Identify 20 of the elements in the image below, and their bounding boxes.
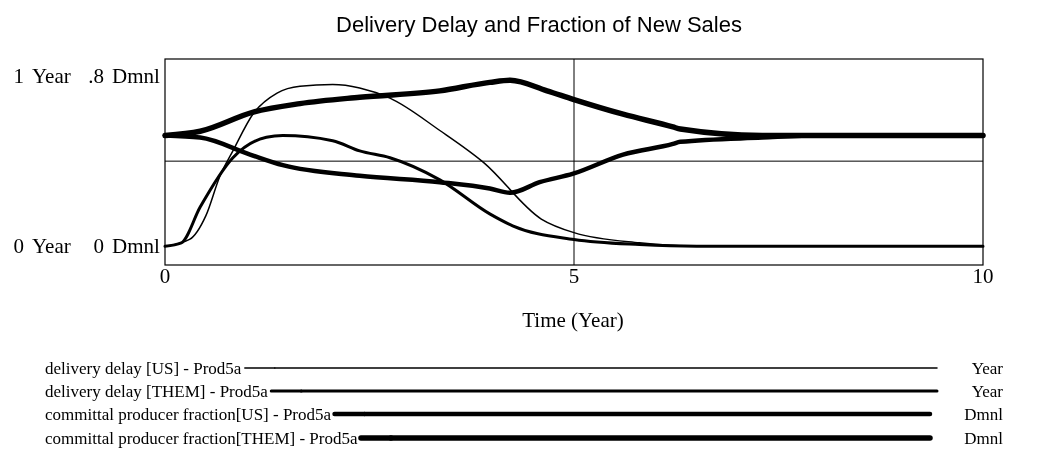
x-tick-label: 0 [159, 264, 171, 288]
legend-label: delivery delay [US] - Prod5a [45, 358, 242, 378]
y2-axis-title: Dmnl [112, 233, 160, 258]
legend-label: committal producer fraction[US] - Prod5a [45, 404, 332, 424]
text: Dmnl [112, 63, 160, 88]
text: Year [32, 64, 71, 89]
text: Year [971, 381, 1004, 401]
x-axis-title: Time (Year) [522, 308, 624, 332]
x-tick-label: 10 [972, 264, 994, 288]
legend-label: committal producer fraction[THEM] - Prod5a [45, 428, 358, 448]
text: Year [971, 358, 1004, 378]
chart-title: Delivery Delay and Fraction of New Sales [336, 12, 742, 37]
text: Dmnl [964, 428, 1004, 448]
y2-tick-label: .8 [88, 63, 104, 88]
y2-tick-label: 0 [93, 233, 104, 258]
legend-label: delivery delay [THEM] - Prod5a [45, 381, 269, 401]
y-tick-label: 1 [13, 64, 24, 89]
y-axis-title: Year [32, 234, 71, 259]
x-tick-label: 5 [568, 264, 580, 288]
text: Dmnl [964, 404, 1004, 424]
